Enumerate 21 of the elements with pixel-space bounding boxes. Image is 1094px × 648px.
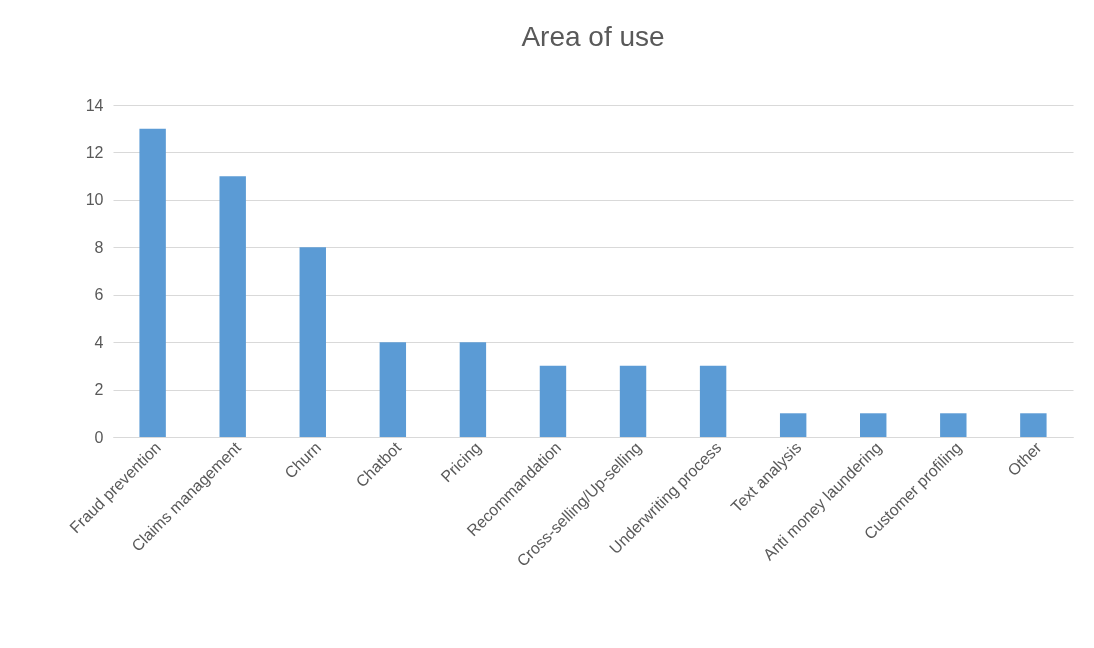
y-tick-label: 2 <box>94 381 104 399</box>
bar <box>699 365 727 437</box>
y-tick-label: 10 <box>85 191 104 209</box>
bar <box>459 342 487 437</box>
y-tick-label: 14 <box>85 96 104 114</box>
bar <box>1020 413 1047 437</box>
bar <box>940 413 967 437</box>
bar <box>619 365 647 437</box>
bar <box>779 413 807 437</box>
chart-title: Area of use <box>521 21 665 52</box>
y-tick-label: 4 <box>94 333 104 351</box>
y-tick-label: 6 <box>94 286 104 304</box>
bar <box>139 128 166 437</box>
y-tick-label: 0 <box>94 428 104 446</box>
y-tick-label: 12 <box>85 143 104 161</box>
bar <box>219 176 246 437</box>
bar <box>299 247 326 437</box>
bar <box>539 365 567 437</box>
bar <box>379 342 407 437</box>
y-tick-label: 8 <box>94 238 104 256</box>
bar <box>860 413 887 437</box>
